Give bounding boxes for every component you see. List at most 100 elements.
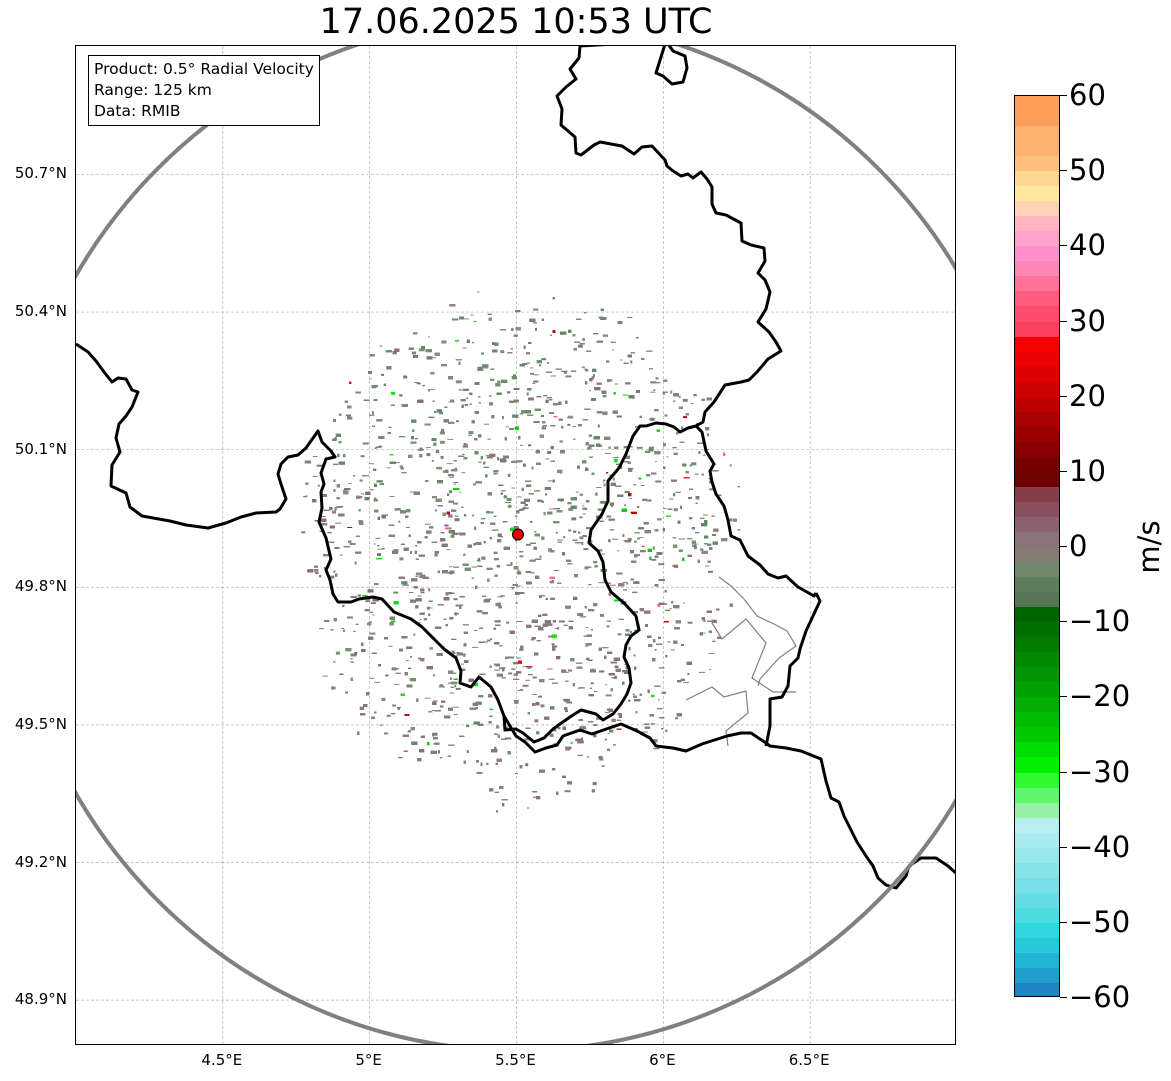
colorbar-tick-label: −60 [1069,980,1131,1014]
colorbar-band [1015,321,1059,338]
colorbar-band [1015,336,1059,353]
border-luxembourg-germany [764,592,822,747]
colorbar-band [1015,216,1059,232]
border-france-belgium-west [76,342,697,744]
colorbar-tick [1060,320,1067,322]
colorbar-band [1015,547,1059,563]
colorbar-tick [1060,771,1067,773]
border-germany-north-segment [654,46,689,86]
colorbar-band [1015,246,1059,262]
colorbar-band [1015,862,1059,879]
longitude-tick-label: 5°E [355,1051,382,1069]
colorbar-tick [1060,846,1067,848]
admin-boundary-luxembourg-1 [718,576,797,687]
colorbar-band [1015,682,1059,698]
colorbar-band [1015,652,1059,668]
colorbar-band [1015,892,1059,909]
colorbar-band [1015,306,1059,323]
colorbar-tick-label: 20 [1069,378,1106,413]
colorbar-band [1015,261,1059,277]
latitude-tick-label: 49.5°N [14,714,67,733]
colorbar-band [1015,592,1059,608]
velocity-colorbar [1014,95,1060,997]
colorbar-band [1015,757,1059,774]
latitude-tick-label: 49.8°N [14,577,67,596]
graticule [76,46,955,1044]
colorbar-tick [1060,921,1067,923]
colorbar-tick [1060,95,1067,96]
colorbar-tick-label: −30 [1069,754,1131,789]
admin-boundary-luxembourg-2 [711,618,796,693]
colorbar-tick-label: 10 [1069,453,1106,488]
colorbar-band [1015,712,1059,728]
longitude-tick-label: 6°E [649,1051,676,1069]
colorbar-band [1015,637,1059,653]
colorbar-band [1015,967,1059,984]
colorbar-band [1015,426,1059,443]
colorbar-tick [1060,170,1067,172]
colorbar-tick-label: −40 [1069,829,1131,864]
colorbar-band [1015,982,1059,996]
colorbar-band [1015,486,1059,503]
radar-range-ring [76,46,955,1044]
colorbar-band [1015,351,1059,368]
colorbar-band [1015,562,1059,578]
colorbar-band [1015,531,1059,548]
admin-boundary-luxembourg-3 [685,686,749,747]
colorbar-tick-label: 0 [1069,529,1088,563]
border-france-south [502,715,955,890]
colorbar-band [1015,156,1059,172]
colorbar-band [1015,622,1059,638]
country-borders [76,46,955,890]
colorbar-band [1015,291,1059,308]
colorbar-band [1015,742,1059,759]
border-belgium-germany-north [555,46,783,428]
longitude-tick-label: 6.5°E [788,1051,830,1069]
data-source-label: Data: RMIB [94,102,181,120]
colorbar-tick [1060,546,1067,547]
colorbar-band [1015,952,1059,969]
radar-map[interactable] [76,46,956,1045]
colorbar-band [1015,667,1059,683]
colorbar-band [1015,126,1059,157]
colorbar-band [1015,772,1059,789]
range-label: Range: 125 km [94,81,212,99]
colorbar-band [1015,832,1059,849]
colorbar-band [1015,96,1059,127]
latitude-tick-label: 49.2°N [14,852,67,871]
colorbar-band [1015,471,1059,488]
colorbar-tick-label: −50 [1069,904,1131,939]
admin-boundaries [685,576,797,747]
colorbar-tick-label: 60 [1069,78,1106,112]
colorbar-band [1015,847,1059,864]
colorbar-band [1015,802,1059,819]
colorbar-band [1015,171,1059,187]
longitude-tick-label: 5.5°E [495,1051,536,1069]
colorbar-band [1015,381,1059,398]
colorbar-band [1015,501,1059,518]
colorbar-band [1015,276,1059,293]
velocity-echo-field [301,291,741,813]
colorbar-tick [1060,696,1067,698]
border-belgium-germany [694,424,818,598]
colorbar-band [1015,607,1059,623]
colorbar-band [1015,516,1059,533]
longitude-tick-label: 4.5°E [201,1051,243,1069]
colorbar-tick [1060,470,1067,472]
product-info-box: Product: 0.5° Radial Velocity Range: 125… [88,55,320,126]
colorbar-band [1015,231,1059,247]
map-title: 17.06.2025 10:53 UTC [319,2,713,42]
latitude-tick-label: 50.1°N [14,439,67,458]
colorbar-tick [1060,621,1067,623]
map-panel[interactable] [75,45,956,1045]
colorbar-tick [1060,245,1067,247]
colorbar-band [1015,922,1059,939]
product-label: Product: 0.5° Radial Velocity [94,60,314,78]
colorbar-band [1015,787,1059,804]
colorbar-band [1015,697,1059,713]
colorbar-band [1015,727,1059,744]
latitude-tick-label: 48.9°N [14,990,67,1009]
latitude-tick-label: 50.7°N [14,164,67,183]
colorbar-band [1015,877,1059,894]
radar-site-marker[interactable] [511,528,524,541]
